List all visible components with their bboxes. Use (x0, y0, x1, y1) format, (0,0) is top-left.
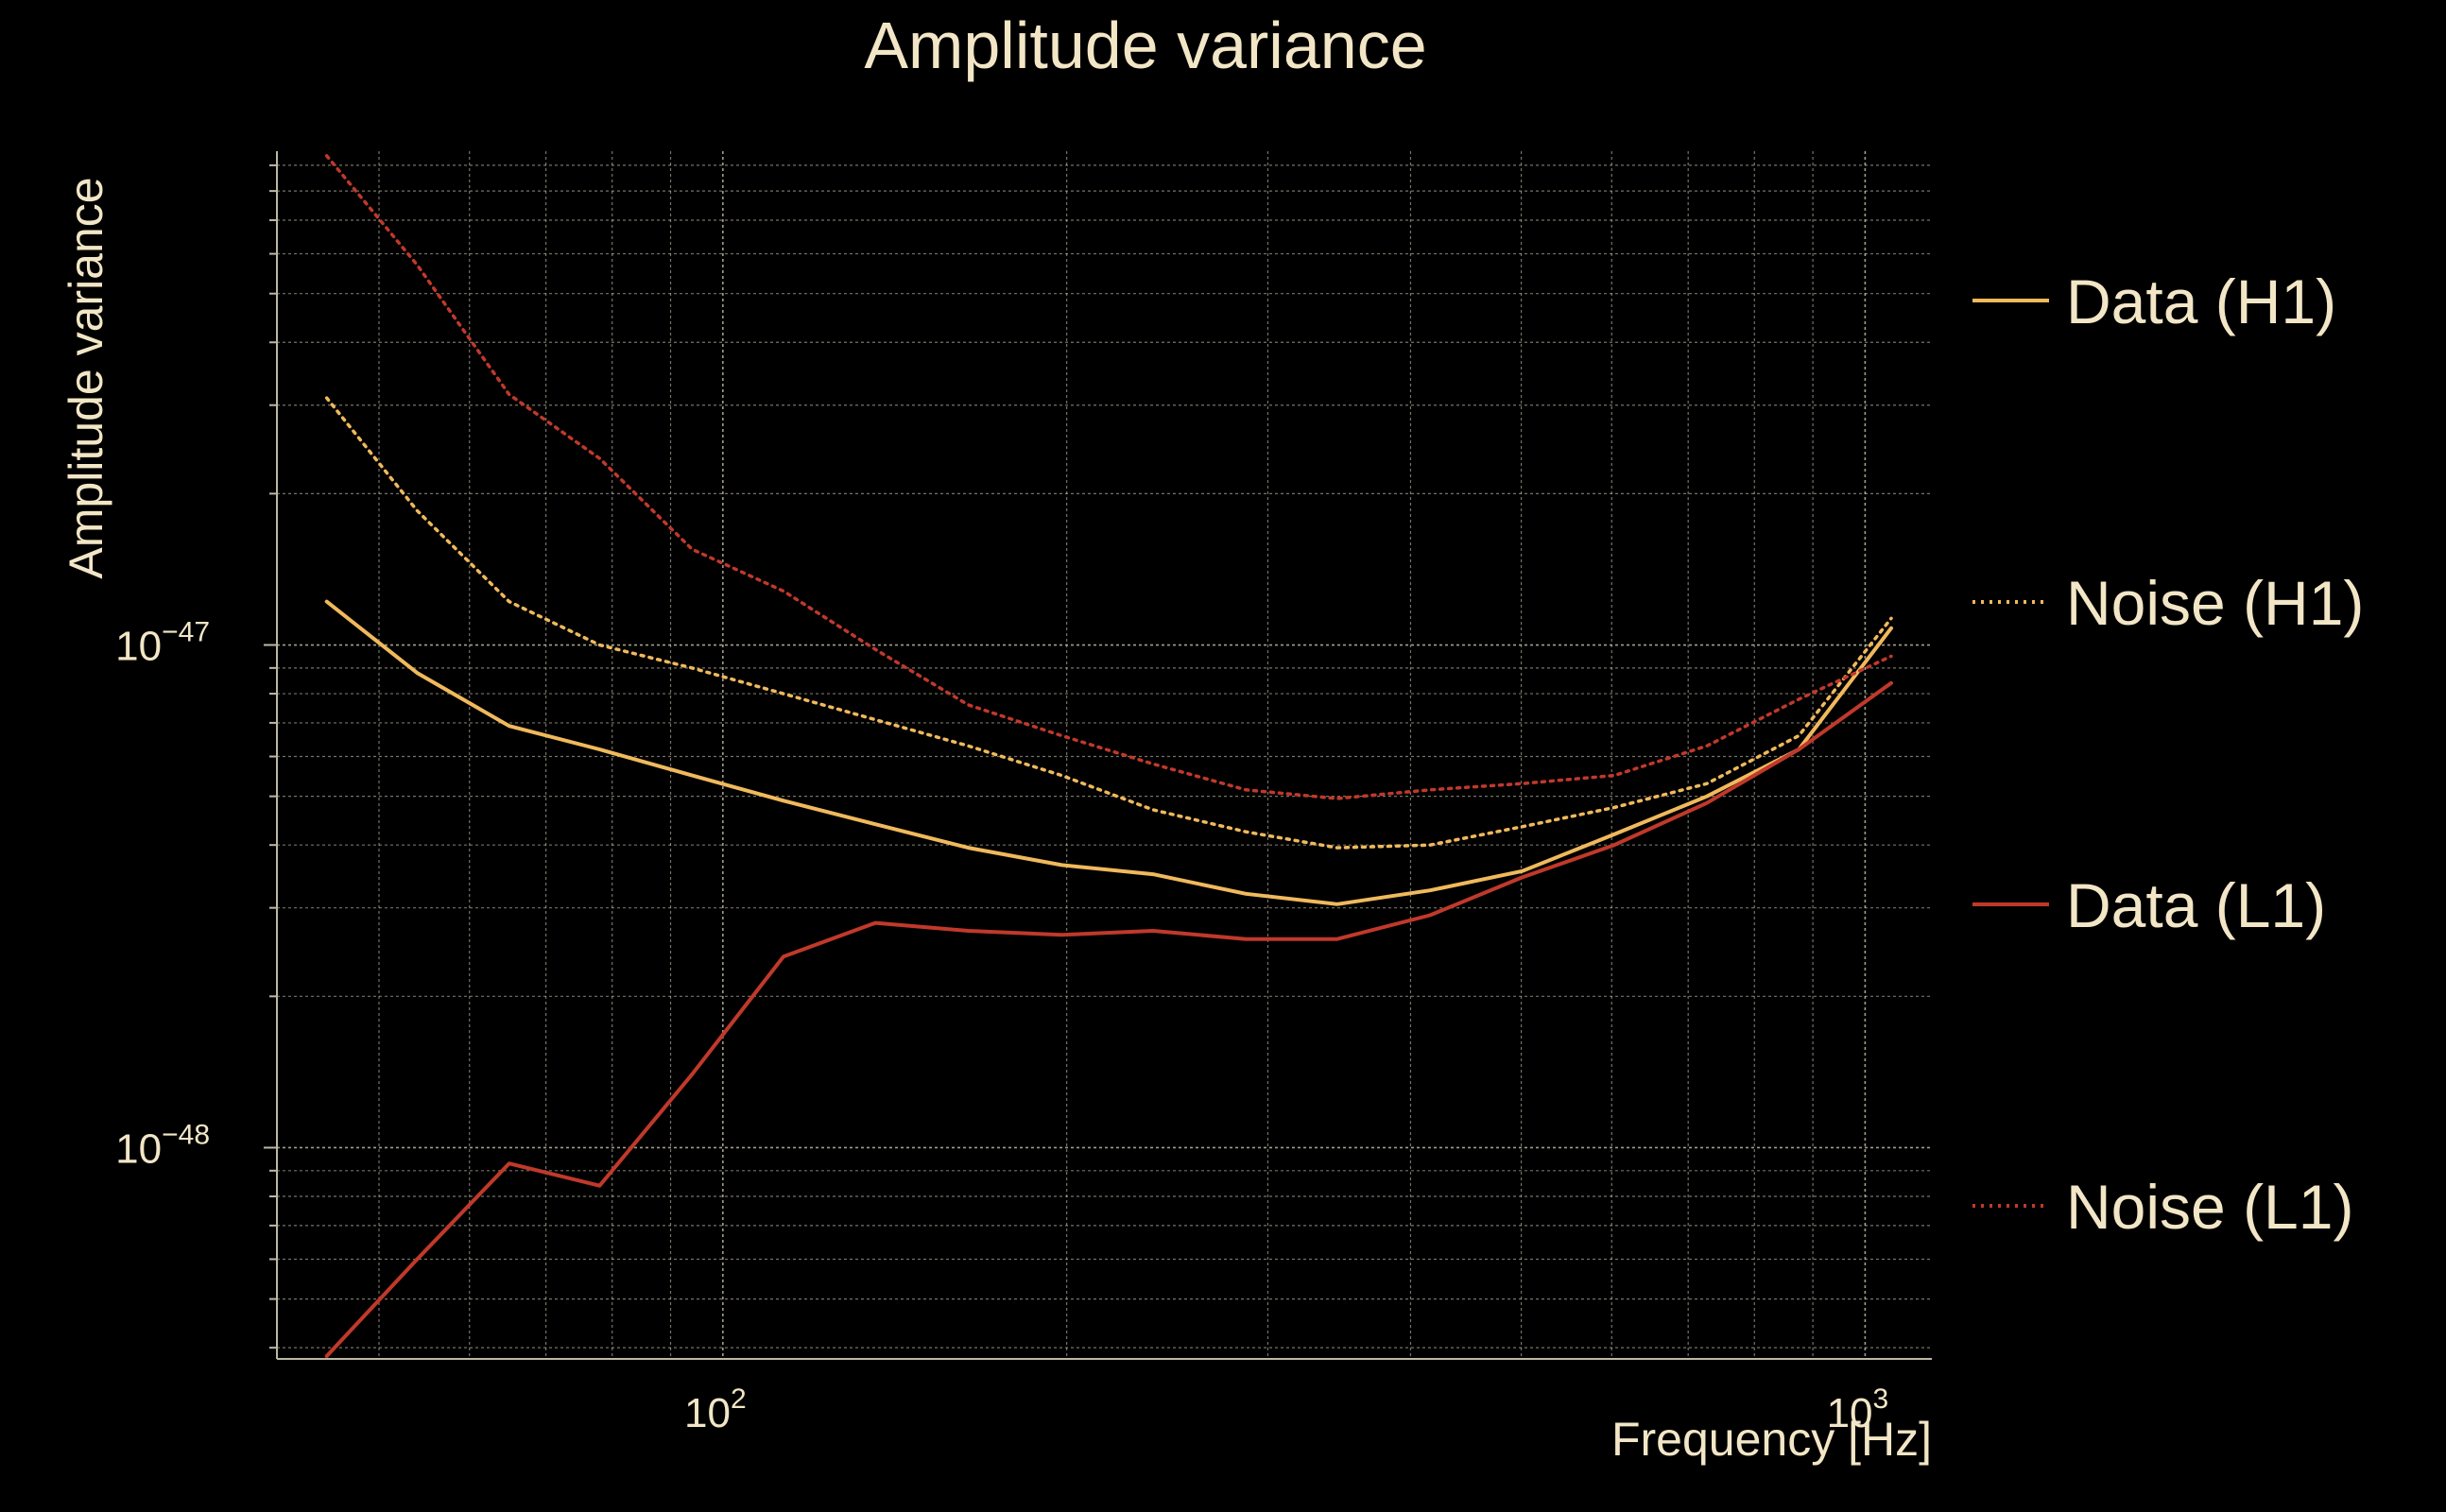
series-lines (324, 154, 1893, 1358)
tick-labels: 10−47 10−48 102 103 (115, 617, 1888, 1436)
chart-title: Amplitude variance (864, 9, 1426, 82)
plot-axes (264, 151, 1932, 1360)
legend-label: Data (L1) (2066, 870, 2326, 940)
series-line-0 (324, 599, 1893, 906)
series-line-1 (324, 396, 1893, 850)
y-tick-label: 10−47 (115, 617, 210, 670)
x-axis-label: Frequency [Hz] (1611, 1413, 1932, 1466)
legend-label: Noise (L1) (2066, 1172, 2353, 1242)
x-tick-label: 103 (1827, 1383, 1889, 1436)
y-tick-label: 10−48 (115, 1119, 210, 1172)
series-line-2 (324, 680, 1893, 1358)
legend-label: Data (H1) (2066, 266, 2336, 336)
grid-lines (277, 151, 1932, 1359)
x-tick-label: 102 (684, 1383, 747, 1436)
legend: Data (H1) Noise (H1) Data (L1) Noise (L1) (1972, 266, 2364, 1242)
y-axis-label: Amplitude variance (60, 177, 112, 578)
series-line-3 (324, 154, 1893, 800)
legend-label: Noise (H1) (2066, 568, 2364, 638)
